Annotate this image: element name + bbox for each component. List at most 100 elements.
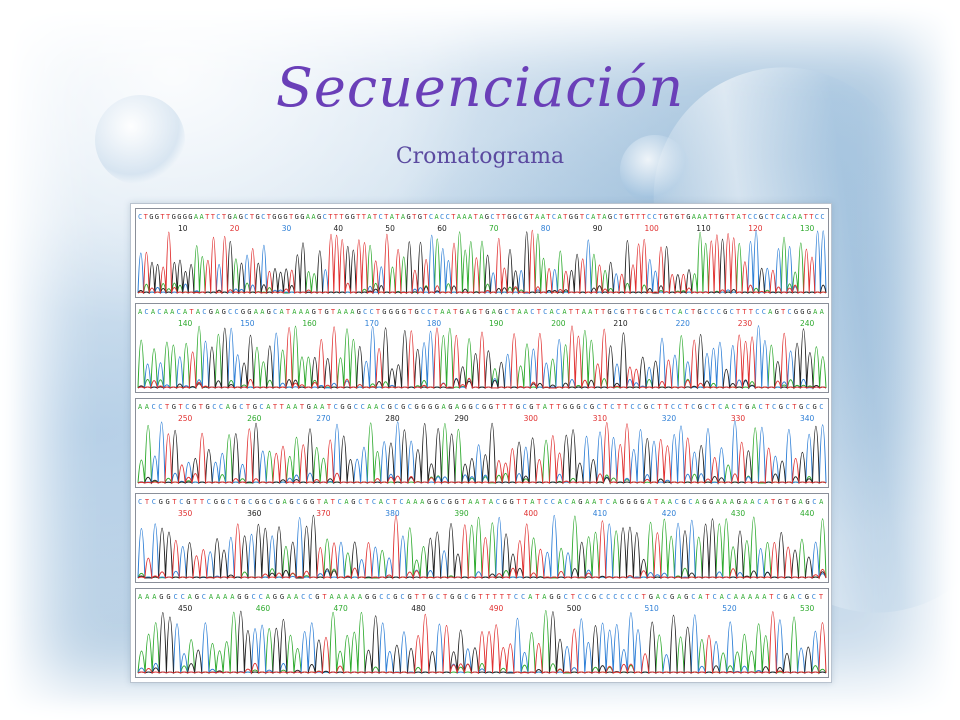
base-call: T [479, 308, 484, 316]
base-call: T [809, 213, 814, 221]
base-call: G [273, 593, 277, 601]
base-call: C [427, 308, 431, 316]
base-call: A [799, 498, 804, 506]
position-tick-label: 470 [334, 604, 349, 613]
position-tick-label: 160 [302, 319, 317, 328]
base-call: T [530, 213, 535, 221]
base-call: C [672, 308, 676, 316]
base-call: C [718, 403, 722, 411]
base-call: A [743, 498, 748, 506]
base-call: A [367, 213, 372, 221]
base-call: A [280, 308, 285, 316]
base-call: A [720, 593, 725, 601]
base-call: G [524, 213, 528, 221]
base-call: T [317, 498, 322, 506]
base-call: A [138, 308, 143, 316]
position-tick-label: 110 [696, 224, 711, 233]
base-call: T [395, 213, 400, 221]
base-call: C [556, 308, 560, 316]
base-call: A [401, 213, 406, 221]
base-call: G [401, 403, 405, 411]
position-tick-label: 210 [613, 319, 628, 328]
position-tick-label: 290 [454, 414, 469, 423]
base-call: A [260, 308, 265, 316]
base-call: A [306, 213, 311, 221]
base-call: G [684, 593, 688, 601]
base-call: A [734, 593, 739, 601]
base-call: G [557, 593, 561, 601]
base-call: G [779, 403, 783, 411]
base-call: C [244, 213, 248, 221]
base-call: A [613, 498, 618, 506]
base-call: C [496, 498, 500, 506]
position-tick-label: 420 [662, 509, 677, 518]
base-call: A [413, 498, 418, 506]
base-call: G [388, 403, 392, 411]
base-call: G [228, 213, 232, 221]
base-call: G [482, 403, 486, 411]
base-call: T [601, 308, 606, 316]
base-call: A [287, 593, 292, 601]
base-call: T [189, 308, 194, 316]
base-call: G [460, 308, 464, 316]
base-call: G [448, 498, 452, 506]
base-call: A [164, 308, 169, 316]
base-call: C [399, 498, 403, 506]
trace-t [137, 229, 827, 295]
base-call: T [546, 213, 551, 221]
base-call: C [370, 308, 374, 316]
base-call: G [166, 498, 170, 506]
base-call: C [381, 403, 385, 411]
base-call: C [436, 593, 440, 601]
base-call: C [179, 498, 183, 506]
base-call: G [351, 213, 355, 221]
base-call: A [254, 308, 259, 316]
base-call: C [651, 403, 655, 411]
base-call: T [339, 213, 344, 221]
position-tick-label: 30 [282, 224, 292, 233]
base-call: T [627, 308, 632, 316]
base-call: T [461, 498, 466, 506]
base-call: A [223, 593, 228, 601]
base-call: G [351, 498, 355, 506]
base-call: T [770, 213, 775, 221]
base-call: C [551, 498, 555, 506]
position-tick-label: 520 [722, 604, 737, 613]
base-call: A [475, 498, 480, 506]
position-tick-label: 480 [411, 604, 426, 613]
base-call: A [725, 403, 730, 411]
base-call: G [759, 213, 763, 221]
base-call: T [145, 498, 150, 506]
base-call: G [807, 308, 811, 316]
base-call: C [386, 593, 390, 601]
base-call: T [408, 308, 413, 316]
base-call: A [703, 213, 708, 221]
position-tick-label: 280 [385, 414, 400, 423]
base-call: A [819, 498, 824, 506]
base-call: C [361, 403, 365, 411]
base-call: C [273, 308, 277, 316]
base-call: A [337, 593, 342, 601]
base-call: G [421, 403, 425, 411]
base-call: C [564, 593, 568, 601]
base-call: C [490, 213, 494, 221]
position-tick-label: 150 [240, 319, 255, 328]
base-call: A [138, 403, 143, 411]
base-call: T [569, 308, 574, 316]
base-call: G [159, 593, 163, 601]
base-call: C [776, 593, 780, 601]
base-call: A [695, 498, 700, 506]
base-call: A [692, 213, 697, 221]
base-call: T [571, 593, 576, 601]
base-call: G [325, 308, 329, 316]
base-call: A [517, 308, 522, 316]
base-call: G [241, 498, 245, 506]
decorative-bubble [95, 95, 185, 185]
base-call: T [486, 593, 491, 601]
base-call: G [563, 403, 567, 411]
base-call: A [752, 403, 757, 411]
base-call: T [537, 498, 542, 506]
base-call: G [408, 593, 412, 601]
base-call: C [606, 593, 610, 601]
base-call: A [350, 308, 355, 316]
